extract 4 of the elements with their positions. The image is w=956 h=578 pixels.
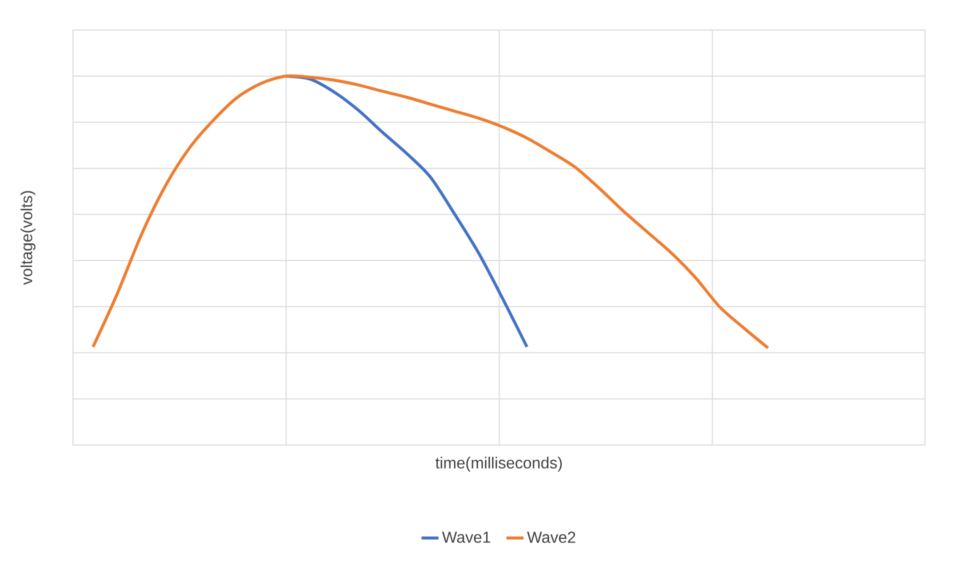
legend-label: Wave1 <box>442 532 490 543</box>
x-axis-title: time(milliseconds) <box>435 456 562 472</box>
y-axis-title: voltage(volts) <box>20 191 36 285</box>
legend-label: Wave2 <box>527 532 576 543</box>
